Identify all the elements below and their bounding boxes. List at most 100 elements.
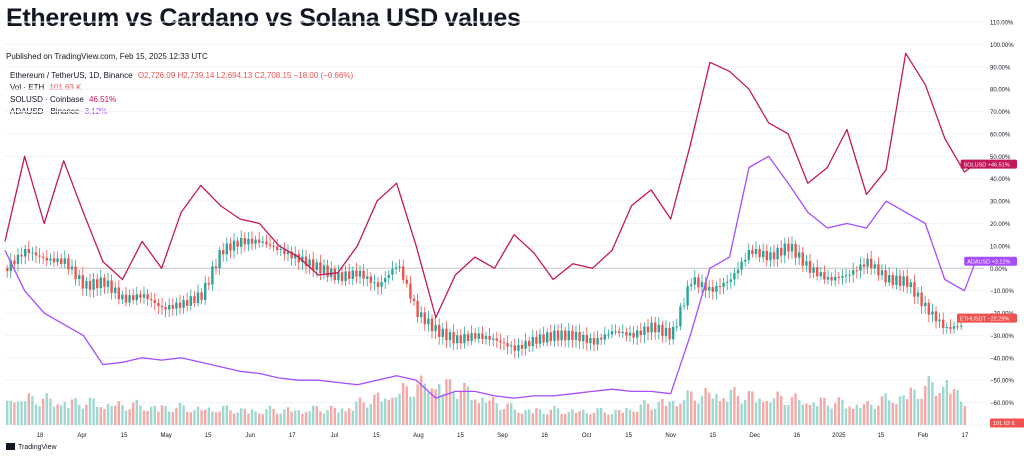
- volume-bar: [283, 409, 286, 425]
- volume-bar: [294, 410, 297, 425]
- volume-bar: [600, 407, 603, 425]
- volume-bar: [402, 382, 405, 425]
- volume-bar: [394, 397, 398, 425]
- eth-candle-body: [898, 275, 902, 286]
- eth-candle-body: [204, 282, 207, 301]
- eth-candle-body: [373, 282, 376, 284]
- eth-candle-body: [294, 253, 297, 259]
- volume-bar: [214, 412, 218, 425]
- eth-candle-body: [229, 243, 232, 251]
- volume-bar: [589, 414, 592, 425]
- y-tick-label: −60.00%: [990, 401, 1015, 407]
- volume-bar: [852, 408, 855, 425]
- eth-candle-body: [751, 249, 754, 255]
- eth-candle-body: [816, 267, 819, 277]
- volume-bar: [96, 406, 99, 425]
- eth-candle-body: [128, 295, 131, 303]
- eth-candle-body: [344, 271, 347, 282]
- eth-candle-body: [258, 239, 261, 243]
- eth-candle-body: [765, 250, 768, 261]
- eth-candle-body: [945, 326, 948, 328]
- eth-candle-body: [110, 280, 113, 294]
- eth-candle-body: [794, 243, 797, 258]
- page-title: Ethereum vs Cardano vs Solana USD values: [6, 4, 521, 32]
- footer-brand[interactable]: TradingView: [6, 443, 57, 451]
- eth-candle-body: [319, 262, 322, 274]
- volume-bar: [42, 398, 45, 425]
- eth-candle-body: [520, 344, 524, 349]
- volume-bar: [484, 402, 488, 425]
- volume-bar: [729, 389, 732, 425]
- eth-candle-body: [679, 306, 682, 327]
- volume-bar: [182, 405, 185, 425]
- eth-candle-body: [366, 276, 369, 279]
- eth-candle-body: [852, 270, 855, 275]
- legend-vol-row[interactable]: Vol · ETH 101.63 K: [10, 82, 353, 94]
- volume-bar: [855, 404, 858, 425]
- legend-vol-value: 101.63 K: [49, 83, 82, 92]
- legend-sol-row[interactable]: SOLUSD · Coinbase 46.51%: [10, 94, 353, 106]
- eth-candle-body: [168, 305, 171, 310]
- eth-candle-body: [823, 272, 826, 280]
- volume-bar: [546, 414, 549, 425]
- eth-candle-body: [175, 302, 178, 309]
- volume-bar: [963, 406, 966, 425]
- eth-candle-body: [888, 275, 891, 283]
- eth-candle-body: [826, 277, 830, 280]
- footer-brand-text: TradingView: [18, 444, 57, 451]
- eth-candle-body: [787, 243, 790, 252]
- volume-bar: [765, 400, 768, 425]
- volume-bar: [16, 401, 20, 425]
- volume-bar: [88, 397, 92, 425]
- volume-bar: [722, 398, 725, 425]
- volume-bar: [657, 401, 660, 425]
- eth-candle-body: [60, 258, 63, 264]
- eth-candle-body: [362, 270, 365, 279]
- eth-candle-body: [729, 279, 732, 282]
- volume-bar: [160, 405, 164, 425]
- eth-candle-body: [942, 319, 945, 328]
- y-tick-label: 80.00%: [990, 88, 1011, 94]
- eth-candle-body: [841, 276, 844, 278]
- volume-bar: [733, 387, 736, 425]
- volume-bar: [945, 380, 948, 425]
- volume-bar: [895, 404, 898, 425]
- eth-candle-body: [24, 249, 27, 257]
- volume-bar: [636, 411, 639, 425]
- volume-bar: [949, 393, 952, 425]
- eth-candle-body: [308, 259, 311, 267]
- volume-bar: [708, 392, 711, 425]
- volume-bar: [787, 405, 790, 425]
- volume-bar: [495, 403, 498, 425]
- eth-candle-body: [337, 272, 340, 281]
- volume-bar: [726, 401, 729, 425]
- volume-bar: [927, 376, 930, 425]
- eth-candle-body: [920, 292, 923, 307]
- volume-bar: [60, 405, 63, 425]
- eth-candle-body: [502, 342, 506, 344]
- eth-candle-body: [492, 338, 495, 340]
- volume-bar: [560, 413, 563, 425]
- value-badge-text: ADAUSD +3.12%: [967, 259, 1010, 265]
- volume-bar: [312, 405, 315, 425]
- volume-bar: [189, 412, 192, 425]
- volume-bar: [477, 403, 480, 425]
- eth-candle-body: [736, 269, 740, 274]
- eth-candle-body: [283, 249, 286, 255]
- volume-bar: [153, 405, 156, 425]
- volume-bar: [718, 401, 722, 425]
- eth-candle-body: [63, 258, 66, 264]
- y-tick-label: 20.00%: [990, 222, 1011, 228]
- volume-bar: [445, 379, 448, 425]
- eth-candle-body: [686, 286, 689, 306]
- eth-candle-body: [240, 237, 243, 247]
- eth-candle-body: [733, 273, 736, 280]
- legend-eth-row[interactable]: Ethereum / TetherUS, 1D, Binance O2,726.…: [10, 70, 353, 82]
- volume-bar: [628, 409, 632, 425]
- eth-candle-body: [42, 256, 45, 258]
- eth-candle-body: [459, 335, 462, 344]
- eth-candle-body: [866, 258, 869, 267]
- volume-bar: [571, 409, 574, 425]
- volume-bar: [150, 406, 153, 425]
